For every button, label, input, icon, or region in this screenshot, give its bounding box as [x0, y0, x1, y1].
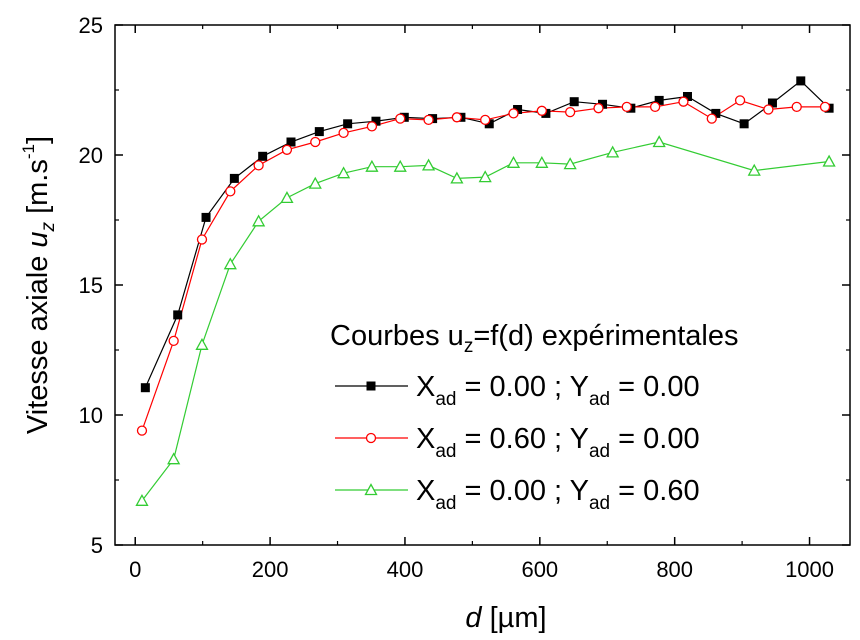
series-3-point — [563, 157, 577, 170]
series-2-point — [678, 96, 689, 107]
legend-marker-3 — [364, 483, 378, 496]
series-3-point — [135, 493, 149, 506]
y-tick-label: 5 — [91, 533, 103, 558]
legend-label-3: Xad = 0.00 ; Yad = 0.60 — [416, 475, 700, 514]
series-3-point — [365, 159, 379, 172]
series-1-point — [598, 99, 608, 109]
legend-marker-1 — [366, 381, 376, 391]
series-line-3 — [141, 141, 830, 502]
series-1-point — [739, 119, 749, 129]
series-3-point — [252, 214, 266, 227]
legend-label-2: Xad = 0.60 ; Yad = 0.00 — [416, 423, 700, 462]
y-axis-title: Vitesse axiale uz [m.s-1] — [19, 136, 59, 434]
series-2-point — [621, 101, 632, 113]
series-1-point — [173, 310, 183, 320]
legend-entries: Xad = 0.00 ; Yad = 0.00 Xad = 0.60 ; Yad … — [335, 371, 700, 514]
series-2-point — [480, 114, 491, 126]
series-1-point — [371, 116, 381, 126]
series-3-point — [167, 452, 181, 465]
series-3-point — [506, 155, 521, 168]
series-1-point — [140, 383, 150, 393]
legend-title: Courbes uz=f(d) expérimentales — [330, 320, 738, 357]
x-tick-label: 200 — [252, 557, 289, 582]
series-2-point — [423, 114, 434, 126]
series-2-point — [225, 186, 236, 197]
series-3-point — [535, 155, 549, 168]
x-tick-label: 0 — [129, 557, 141, 582]
series-1-point — [258, 151, 268, 161]
series-1-point — [569, 97, 579, 107]
series-1-point — [767, 98, 777, 108]
x-tick-label: 1000 — [785, 557, 834, 582]
series-2-point — [281, 144, 293, 155]
series-1-point — [229, 173, 239, 183]
axis-ticks — [115, 24, 850, 546]
series-1-point — [286, 137, 296, 147]
series-1-point — [796, 76, 806, 86]
y-tick-label: 10 — [79, 403, 103, 428]
series-1-point — [711, 108, 721, 118]
series-3-point — [450, 171, 464, 184]
series-2-point — [168, 335, 179, 347]
tick-labels: 0 200 400 600 800 1000 5 10 15 20 25 — [79, 13, 835, 582]
series-2-point — [338, 127, 349, 139]
series-1-point — [513, 105, 523, 114]
y-tick-label: 25 — [79, 13, 103, 38]
y-tick-label: 15 — [79, 273, 103, 298]
series-3-point — [478, 170, 492, 183]
x-tick-label: 600 — [521, 557, 558, 582]
legend-label-1: Xad = 0.00 ; Yad = 0.00 — [416, 371, 700, 410]
series-2-point — [395, 113, 406, 124]
series-2-point — [706, 113, 717, 124]
series-2-point — [791, 101, 802, 113]
series-2-point — [734, 95, 746, 106]
series-2-point — [819, 101, 831, 113]
series-3-point — [822, 154, 836, 167]
series-3-point — [308, 176, 322, 189]
series-2-point — [196, 234, 208, 245]
series-2-point — [536, 105, 547, 116]
legend-marker-2 — [365, 432, 377, 444]
series-3-point — [195, 337, 209, 350]
series-2-point — [565, 106, 576, 118]
series-2-point — [253, 160, 264, 171]
series-1-point — [343, 119, 353, 129]
series-2-point — [508, 108, 519, 119]
series-3-point — [223, 257, 237, 270]
x-tick-label: 800 — [656, 557, 693, 582]
series-3-point — [280, 191, 294, 204]
series-2-point — [649, 101, 661, 113]
series-1-point — [314, 127, 324, 137]
x-tick-label: 400 — [387, 557, 424, 582]
series-1-point — [484, 119, 494, 129]
series-2-point — [366, 121, 378, 132]
series-1-point — [682, 92, 692, 101]
series-3-point — [336, 166, 351, 179]
series-2-point — [593, 103, 604, 114]
series-2-point — [763, 104, 774, 115]
series-3-point — [747, 163, 761, 176]
series-2-point — [310, 136, 321, 148]
series-1-point — [201, 212, 211, 222]
series-2-point — [136, 425, 148, 436]
legend: Courbes uz=f(d) expérimentales Xad = 0.0… — [330, 320, 738, 514]
plot-markers — [135, 76, 836, 506]
series-3-point — [652, 135, 666, 148]
x-axis-title: d [µm] — [465, 602, 546, 634]
y-tick-label: 20 — [79, 143, 103, 168]
series-3-point — [421, 158, 436, 171]
series-1-point — [654, 95, 664, 105]
series-3-point — [606, 145, 620, 158]
series-3-point — [393, 159, 407, 172]
series-2-point — [451, 112, 463, 123]
